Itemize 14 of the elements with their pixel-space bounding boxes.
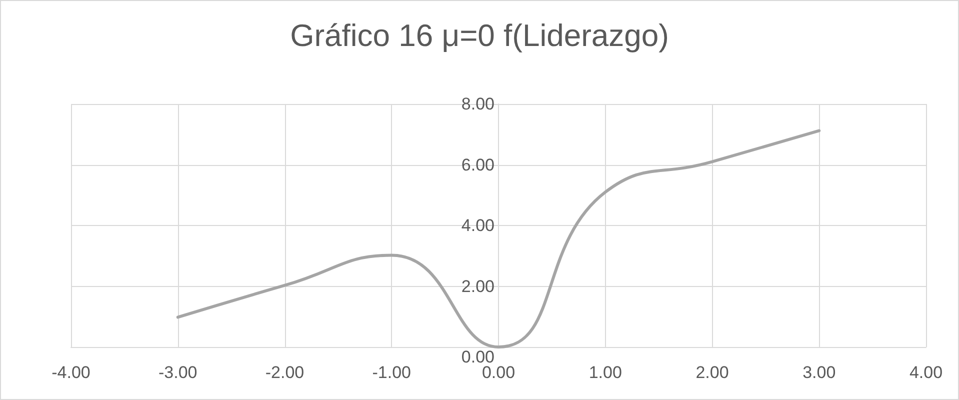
x-tick-label: 4.00 — [909, 363, 943, 382]
y-tick-label: 4.00 — [461, 216, 494, 235]
x-tick-label: -1.00 — [372, 363, 411, 382]
x-tick-label: 3.00 — [802, 363, 836, 382]
x-tick-label: 1.00 — [588, 363, 622, 382]
chart-title: Gráfico 16 μ=0 f(Liderazgo) — [290, 18, 669, 53]
x-tick-label: -3.00 — [158, 363, 198, 382]
y-tick-label: 2.00 — [461, 276, 494, 296]
y-tick-label: 6.00 — [461, 155, 494, 174]
line-series — [176, 129, 821, 348]
x-tick-label: 2.00 — [696, 363, 729, 382]
x-tick-label: -4.00 — [52, 363, 90, 382]
x-tick-label: -2.00 — [265, 363, 304, 382]
y-tick-label: 8.00 — [461, 94, 494, 114]
